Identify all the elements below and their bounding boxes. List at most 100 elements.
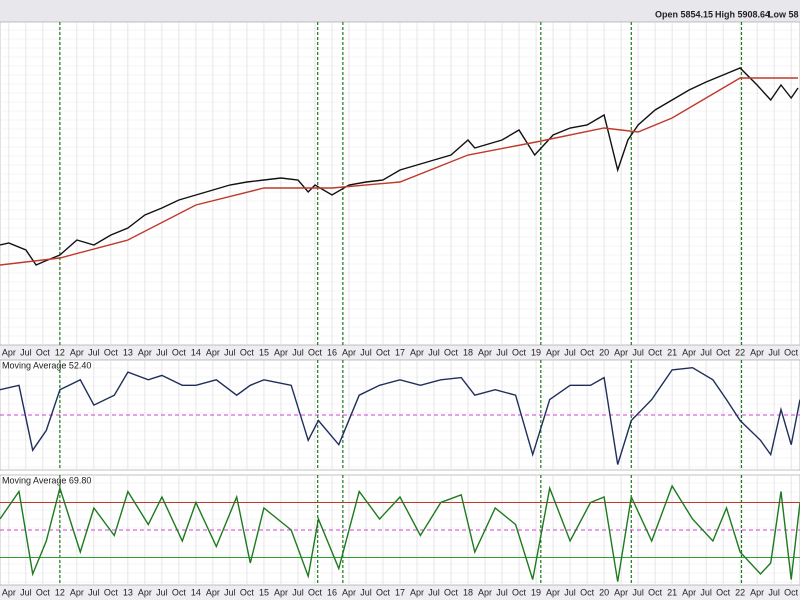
- x-tick-label: 15: [259, 347, 269, 357]
- x-tick-label: Oct: [376, 347, 391, 357]
- x-tick-label: Oct: [784, 347, 799, 357]
- x-tick-label: 18: [463, 347, 473, 357]
- x-tick-label: Jul: [632, 347, 644, 357]
- x-tick-label: Oct: [308, 587, 323, 597]
- x-tick-label: Jul: [496, 587, 508, 597]
- x-tick-label: 22: [735, 587, 745, 597]
- series-line: [0, 366, 800, 465]
- x-tick-label: 13: [123, 587, 133, 597]
- x-axis-band: [0, 585, 800, 600]
- x-tick-label: 15: [259, 587, 269, 597]
- x-tick-label: Jul: [428, 347, 440, 357]
- x-tick-label: Apr: [478, 587, 492, 597]
- x-tick-label: Jul: [224, 587, 236, 597]
- open-label: Open 5854.15: [655, 9, 713, 19]
- x-tick-label: Jul: [20, 587, 32, 597]
- x-tick-label: Jul: [292, 347, 304, 357]
- x-tick-label: Oct: [172, 347, 187, 357]
- panel-title: Moving Average 52.40: [2, 360, 91, 370]
- x-tick-label: Apr: [410, 347, 424, 357]
- x-tick-label: 20: [599, 587, 609, 597]
- x-tick-label: 13: [123, 347, 133, 357]
- x-tick-label: Oct: [444, 347, 459, 357]
- x-tick-label: Oct: [444, 587, 459, 597]
- x-tick-label: Oct: [240, 587, 255, 597]
- x-tick-label: Oct: [172, 587, 187, 597]
- x-tick-label: Jul: [360, 587, 372, 597]
- high-label: High 5908.64: [715, 9, 770, 19]
- x-tick-label: Apr: [206, 587, 220, 597]
- x-tick-label: 19: [531, 347, 541, 357]
- x-tick-label: Apr: [138, 587, 152, 597]
- x-tick-label: Oct: [104, 587, 119, 597]
- x-tick-label: 17: [395, 347, 405, 357]
- x-tick-label: Apr: [750, 587, 764, 597]
- series-line: [0, 67, 799, 266]
- x-tick-label: Jul: [428, 587, 440, 597]
- x-tick-label: 18: [463, 587, 473, 597]
- x-tick-label: 21: [667, 587, 677, 597]
- x-tick-label: Oct: [784, 587, 799, 597]
- x-tick-label: Oct: [648, 347, 663, 357]
- x-tick-label: Apr: [478, 347, 492, 357]
- x-tick-label: Jul: [768, 347, 780, 357]
- x-tick-label: Oct: [648, 587, 663, 597]
- x-tick-label: Jul: [768, 587, 780, 597]
- x-tick-label: 21: [667, 347, 677, 357]
- panel-title: Moving Average 69.80: [2, 475, 91, 485]
- x-tick-label: Jul: [360, 347, 372, 357]
- series-line: [0, 484, 800, 582]
- x-tick-label: Jul: [224, 347, 236, 357]
- x-tick-label: Oct: [308, 347, 323, 357]
- x-tick-label: Apr: [274, 347, 288, 357]
- x-tick-label: Apr: [274, 587, 288, 597]
- x-tick-label: Apr: [750, 347, 764, 357]
- x-tick-label: Apr: [70, 347, 84, 357]
- x-tick-label: Oct: [716, 347, 731, 357]
- series-line: [0, 77, 798, 266]
- header-bar: [0, 0, 800, 22]
- x-tick-label: Oct: [240, 347, 255, 357]
- x-tick-label: Apr: [614, 347, 628, 357]
- x-tick-label: Apr: [342, 347, 356, 357]
- x-tick-label: Apr: [546, 587, 560, 597]
- x-tick-label: Apr: [70, 587, 84, 597]
- x-tick-label: 17: [395, 587, 405, 597]
- x-tick-label: Jul: [20, 347, 32, 357]
- x-tick-label: Oct: [36, 347, 51, 357]
- x-tick-label: Oct: [512, 347, 527, 357]
- x-tick-label: 22: [735, 347, 745, 357]
- x-tick-label: Jul: [564, 347, 576, 357]
- x-tick-label: Apr: [614, 587, 628, 597]
- x-tick-label: Jul: [700, 347, 712, 357]
- x-tick-label: Jul: [88, 587, 100, 597]
- x-tick-label: Oct: [512, 587, 527, 597]
- x-tick-label: Apr: [2, 347, 16, 357]
- x-tick-label: Apr: [682, 587, 696, 597]
- x-tick-label: 19: [531, 587, 541, 597]
- x-tick-label: Jul: [292, 587, 304, 597]
- x-tick-label: Oct: [376, 587, 391, 597]
- x-tick-label: 16: [327, 347, 337, 357]
- x-tick-label: Oct: [716, 587, 731, 597]
- low-label: Low 58: [768, 9, 799, 19]
- x-tick-label: Apr: [546, 347, 560, 357]
- x-tick-label: Jul: [88, 347, 100, 357]
- x-tick-label: Apr: [342, 587, 356, 597]
- x-tick-label: Apr: [206, 347, 220, 357]
- x-tick-label: 12: [55, 347, 65, 357]
- x-tick-label: Apr: [2, 587, 16, 597]
- x-tick-label: Apr: [138, 347, 152, 357]
- x-tick-label: 20: [599, 347, 609, 357]
- x-axis-band: [0, 345, 800, 360]
- x-tick-label: Oct: [36, 587, 51, 597]
- x-tick-label: 14: [191, 587, 201, 597]
- x-tick-label: Jul: [564, 587, 576, 597]
- x-tick-label: Jul: [700, 587, 712, 597]
- x-tick-label: Apr: [682, 347, 696, 357]
- x-tick-label: 12: [55, 587, 65, 597]
- x-tick-label: Jul: [632, 587, 644, 597]
- x-tick-label: Jul: [156, 587, 168, 597]
- x-tick-label: Jul: [156, 347, 168, 357]
